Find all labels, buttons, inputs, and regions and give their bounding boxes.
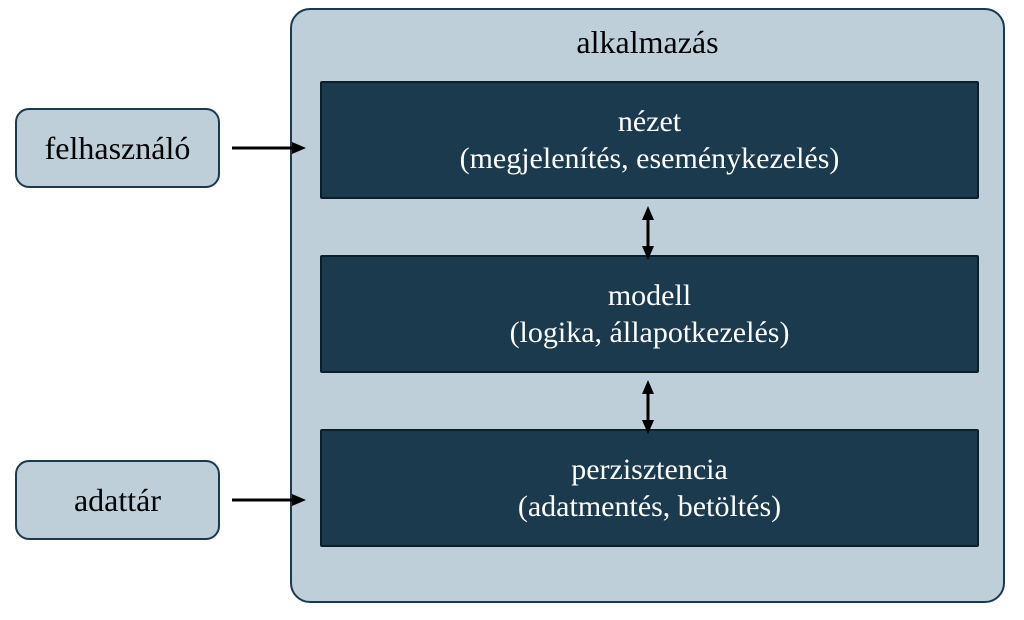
arrow-user-to-view: [232, 142, 306, 154]
diagram-canvas: felhasználó adattár alkalmazás nézet (me…: [0, 0, 1024, 620]
arrow-view-to-model: [642, 206, 654, 260]
arrow-model-to-persistence: [642, 380, 654, 434]
connectors: [0, 0, 1024, 620]
arrow-store-to-persistence: [232, 494, 306, 506]
